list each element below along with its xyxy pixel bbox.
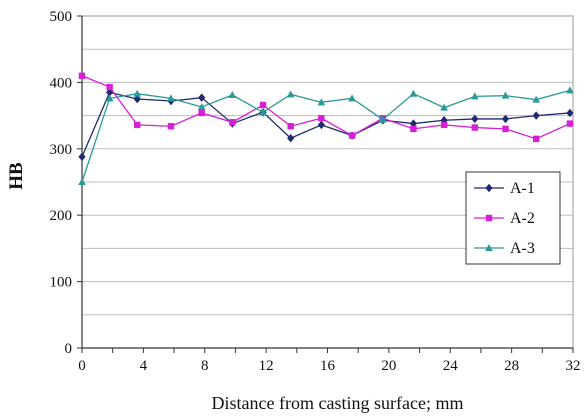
data-point [167, 94, 175, 102]
x-tick-label: 12 [259, 358, 274, 374]
grid-lines [82, 15, 573, 316]
data-point [348, 94, 356, 102]
data-point [502, 125, 509, 133]
y-tick-label: 400 [50, 75, 73, 91]
data-point [229, 119, 236, 126]
x-tick-label: 28 [504, 358, 519, 374]
tick-labels: 0 100 200 300 400 500 0 4 8 12 16 20 24 28 32 [50, 9, 581, 374]
data-point [78, 178, 86, 185]
series-layer [78, 72, 574, 185]
data-point [566, 120, 574, 127]
series-a-3 [78, 86, 574, 185]
legend-item: A-2 [474, 210, 535, 227]
legend-swatch-marker [485, 183, 493, 193]
data-point [566, 108, 574, 118]
series-line [81, 89, 571, 183]
data-point [133, 94, 141, 104]
legend-label: A-3 [510, 240, 535, 257]
data-point [106, 83, 113, 91]
data-point [532, 111, 540, 120]
data-point [133, 89, 142, 97]
y-tick-label: 0 [65, 341, 73, 357]
data-point [501, 114, 510, 124]
data-point [409, 89, 418, 97]
legend-label: A-2 [510, 210, 535, 227]
data-point [259, 108, 267, 116]
legend-swatch-marker [485, 244, 493, 251]
series-line [81, 75, 571, 140]
legend-swatch-marker [485, 214, 493, 222]
data-point [532, 95, 540, 103]
data-point [378, 115, 387, 123]
data-point [134, 121, 141, 129]
legend-label: A-1 [510, 180, 535, 197]
data-point [471, 92, 479, 100]
legend: A-1 A-2 A-3 [465, 171, 561, 265]
y-tick-label: 500 [50, 9, 73, 25]
series-a-2 [78, 72, 574, 143]
x-axis-title: Distance from casting surface; mm [212, 393, 464, 413]
data-point [105, 94, 114, 102]
data-point [532, 135, 540, 143]
data-point [410, 125, 417, 133]
data-point [287, 133, 295, 143]
data-point [471, 114, 479, 124]
x-tick-label: 32 [566, 358, 581, 374]
data-point [317, 120, 325, 130]
data-point [78, 72, 86, 79]
y-tick-label: 100 [50, 275, 73, 291]
data-point [198, 93, 206, 102]
data-point [259, 101, 267, 109]
x-tick-label: 20 [381, 358, 396, 374]
x-tick-label: 4 [140, 358, 148, 374]
data-point [286, 90, 295, 98]
y-tick-label: 300 [50, 142, 73, 158]
data-point [501, 91, 510, 99]
data-point [167, 123, 175, 130]
legend-item: A-3 [474, 240, 535, 257]
data-point [348, 132, 356, 139]
y-axis-title: HB [6, 162, 27, 190]
data-point [287, 123, 294, 130]
data-point [228, 91, 237, 99]
data-point [440, 121, 448, 129]
y-tick-label: 200 [50, 208, 73, 224]
data-point [471, 124, 478, 131]
data-point [440, 103, 448, 111]
legend-item: A-1 [474, 180, 535, 197]
x-tick-label: 24 [443, 358, 459, 374]
data-point [317, 98, 326, 106]
data-point [198, 109, 205, 117]
x-tick-label: 8 [201, 358, 209, 374]
data-point [318, 115, 325, 122]
x-tick-label: 16 [320, 358, 336, 374]
x-tick-label: 0 [78, 358, 86, 374]
data-point [78, 152, 86, 161]
series-a-1 [78, 88, 574, 161]
data-point [409, 119, 418, 128]
data-point [566, 86, 574, 94]
data-point [197, 102, 206, 110]
